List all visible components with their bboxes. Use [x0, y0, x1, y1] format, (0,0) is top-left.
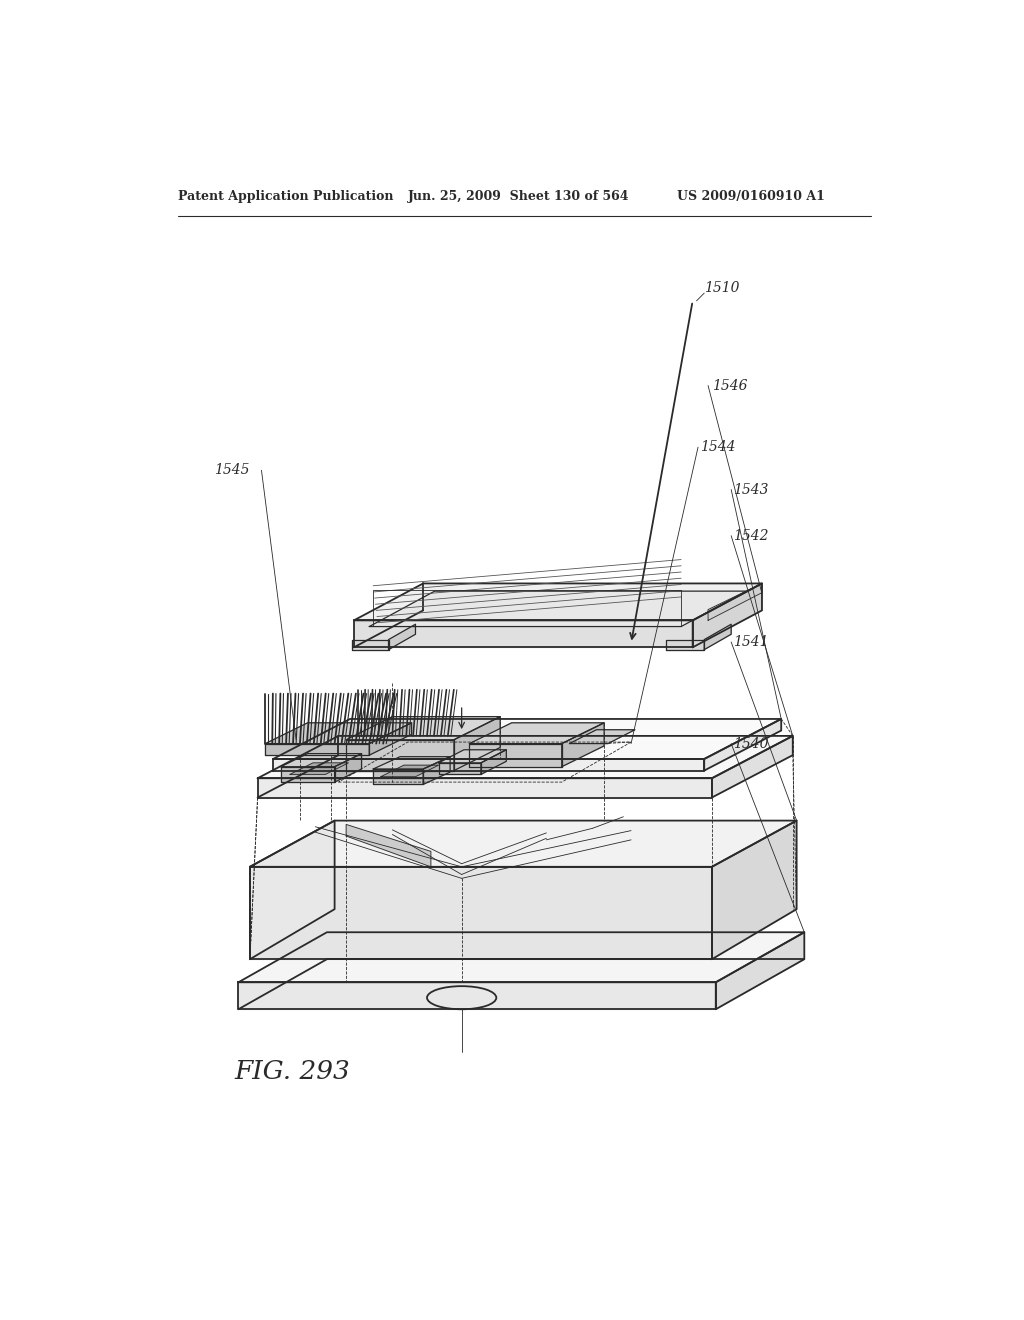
Text: 1542: 1542 — [733, 529, 769, 543]
Polygon shape — [265, 743, 370, 755]
Polygon shape — [370, 591, 746, 627]
Polygon shape — [370, 723, 412, 755]
Polygon shape — [239, 932, 804, 982]
Polygon shape — [373, 770, 423, 784]
Polygon shape — [481, 750, 506, 775]
Polygon shape — [273, 759, 705, 771]
Polygon shape — [712, 737, 793, 797]
Polygon shape — [569, 730, 635, 743]
Polygon shape — [666, 640, 705, 649]
Polygon shape — [438, 750, 506, 763]
Text: 1543: 1543 — [733, 483, 769, 496]
Polygon shape — [354, 620, 692, 647]
Polygon shape — [250, 821, 335, 960]
Polygon shape — [381, 766, 438, 776]
Text: FIG. 293: FIG. 293 — [234, 1059, 350, 1084]
Polygon shape — [705, 719, 781, 771]
Polygon shape — [281, 767, 335, 781]
Polygon shape — [335, 754, 361, 781]
Polygon shape — [469, 723, 604, 743]
Polygon shape — [373, 756, 451, 770]
Polygon shape — [469, 743, 562, 767]
Polygon shape — [265, 723, 412, 743]
Polygon shape — [708, 583, 762, 620]
Polygon shape — [562, 723, 604, 767]
Text: 1510: 1510 — [705, 281, 739, 294]
Polygon shape — [281, 754, 361, 767]
Text: 1541: 1541 — [733, 635, 769, 649]
Polygon shape — [346, 825, 431, 867]
Polygon shape — [716, 932, 804, 1010]
Text: 1545: 1545 — [214, 463, 249, 478]
Polygon shape — [346, 717, 500, 739]
Text: 1546: 1546 — [712, 379, 748, 392]
Polygon shape — [273, 719, 781, 759]
Polygon shape — [258, 779, 712, 797]
Text: US 2009/0160910 A1: US 2009/0160910 A1 — [677, 190, 825, 203]
Polygon shape — [712, 821, 797, 960]
Polygon shape — [388, 624, 416, 649]
Polygon shape — [239, 982, 716, 1010]
Polygon shape — [454, 717, 500, 771]
Polygon shape — [250, 867, 712, 960]
Polygon shape — [354, 583, 762, 620]
Polygon shape — [258, 737, 793, 779]
Text: 1544: 1544 — [700, 440, 736, 454]
Polygon shape — [438, 763, 481, 775]
Polygon shape — [705, 624, 731, 649]
Polygon shape — [250, 821, 797, 867]
Text: Patent Application Publication: Patent Application Publication — [178, 190, 394, 203]
Polygon shape — [290, 763, 348, 775]
Text: 1540: 1540 — [733, 737, 769, 751]
Polygon shape — [351, 640, 388, 649]
Polygon shape — [423, 756, 451, 784]
Polygon shape — [346, 739, 454, 771]
Text: Jun. 25, 2009  Sheet 130 of 564: Jun. 25, 2009 Sheet 130 of 564 — [408, 190, 630, 203]
Polygon shape — [692, 583, 762, 647]
